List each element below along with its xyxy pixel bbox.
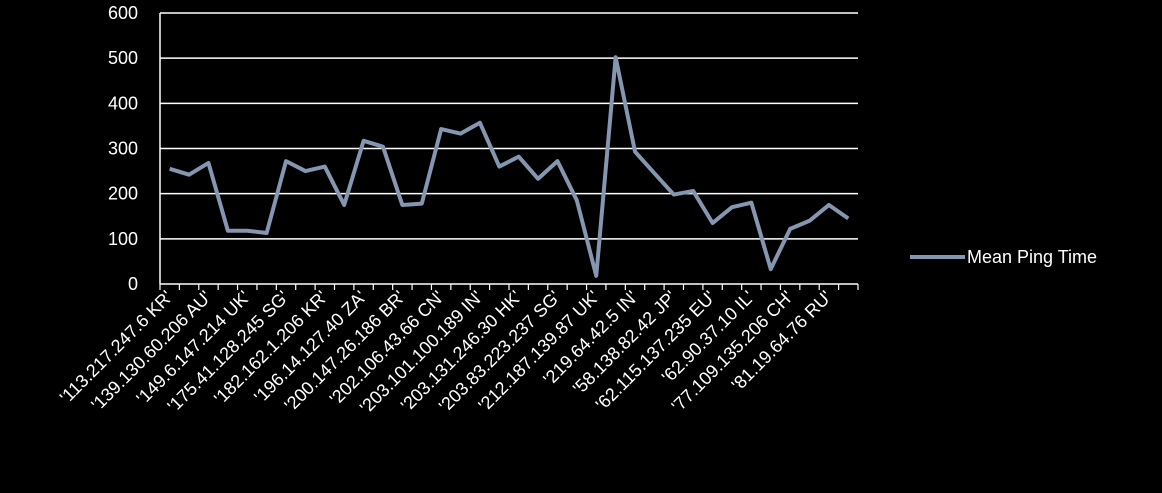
- y-tick-label: 500: [108, 48, 138, 68]
- y-tick-label: 600: [108, 3, 138, 23]
- y-tick-label: 300: [108, 139, 138, 159]
- y-tick-label: 100: [108, 229, 138, 249]
- data-line: [169, 55, 850, 278]
- legend-label: Mean Ping Time: [967, 247, 1097, 267]
- y-tick-label: 400: [108, 93, 138, 113]
- y-tick-label: 200: [108, 184, 138, 204]
- y-tick-label: 0: [128, 274, 138, 294]
